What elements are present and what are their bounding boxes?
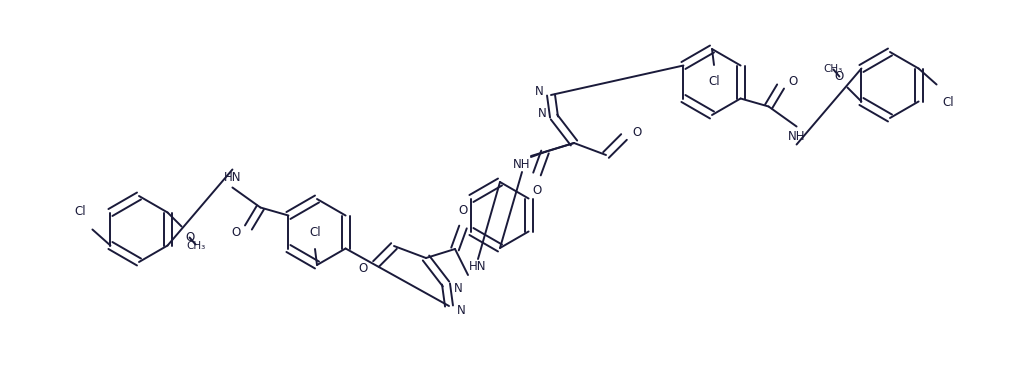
Text: NH: NH [788, 130, 806, 143]
Text: N: N [538, 106, 547, 119]
Text: N: N [457, 304, 466, 317]
Text: HN: HN [469, 260, 487, 273]
Text: Cl: Cl [75, 205, 86, 218]
Text: O: O [232, 226, 241, 239]
Text: Cl: Cl [708, 75, 720, 88]
Text: O: O [632, 125, 641, 138]
Text: CH₃: CH₃ [824, 64, 843, 74]
Text: O: O [359, 263, 368, 276]
Text: O: O [532, 184, 541, 197]
Text: N: N [454, 282, 463, 295]
Text: O: O [458, 204, 467, 217]
Text: N: N [535, 84, 544, 97]
Text: CH₃: CH₃ [186, 241, 205, 250]
Text: NH: NH [513, 157, 531, 170]
Text: Cl: Cl [943, 96, 954, 109]
Text: O: O [788, 75, 797, 88]
Text: O: O [835, 70, 844, 83]
Text: O: O [185, 231, 194, 244]
Text: HN: HN [223, 171, 241, 184]
Text: Cl: Cl [309, 226, 321, 239]
